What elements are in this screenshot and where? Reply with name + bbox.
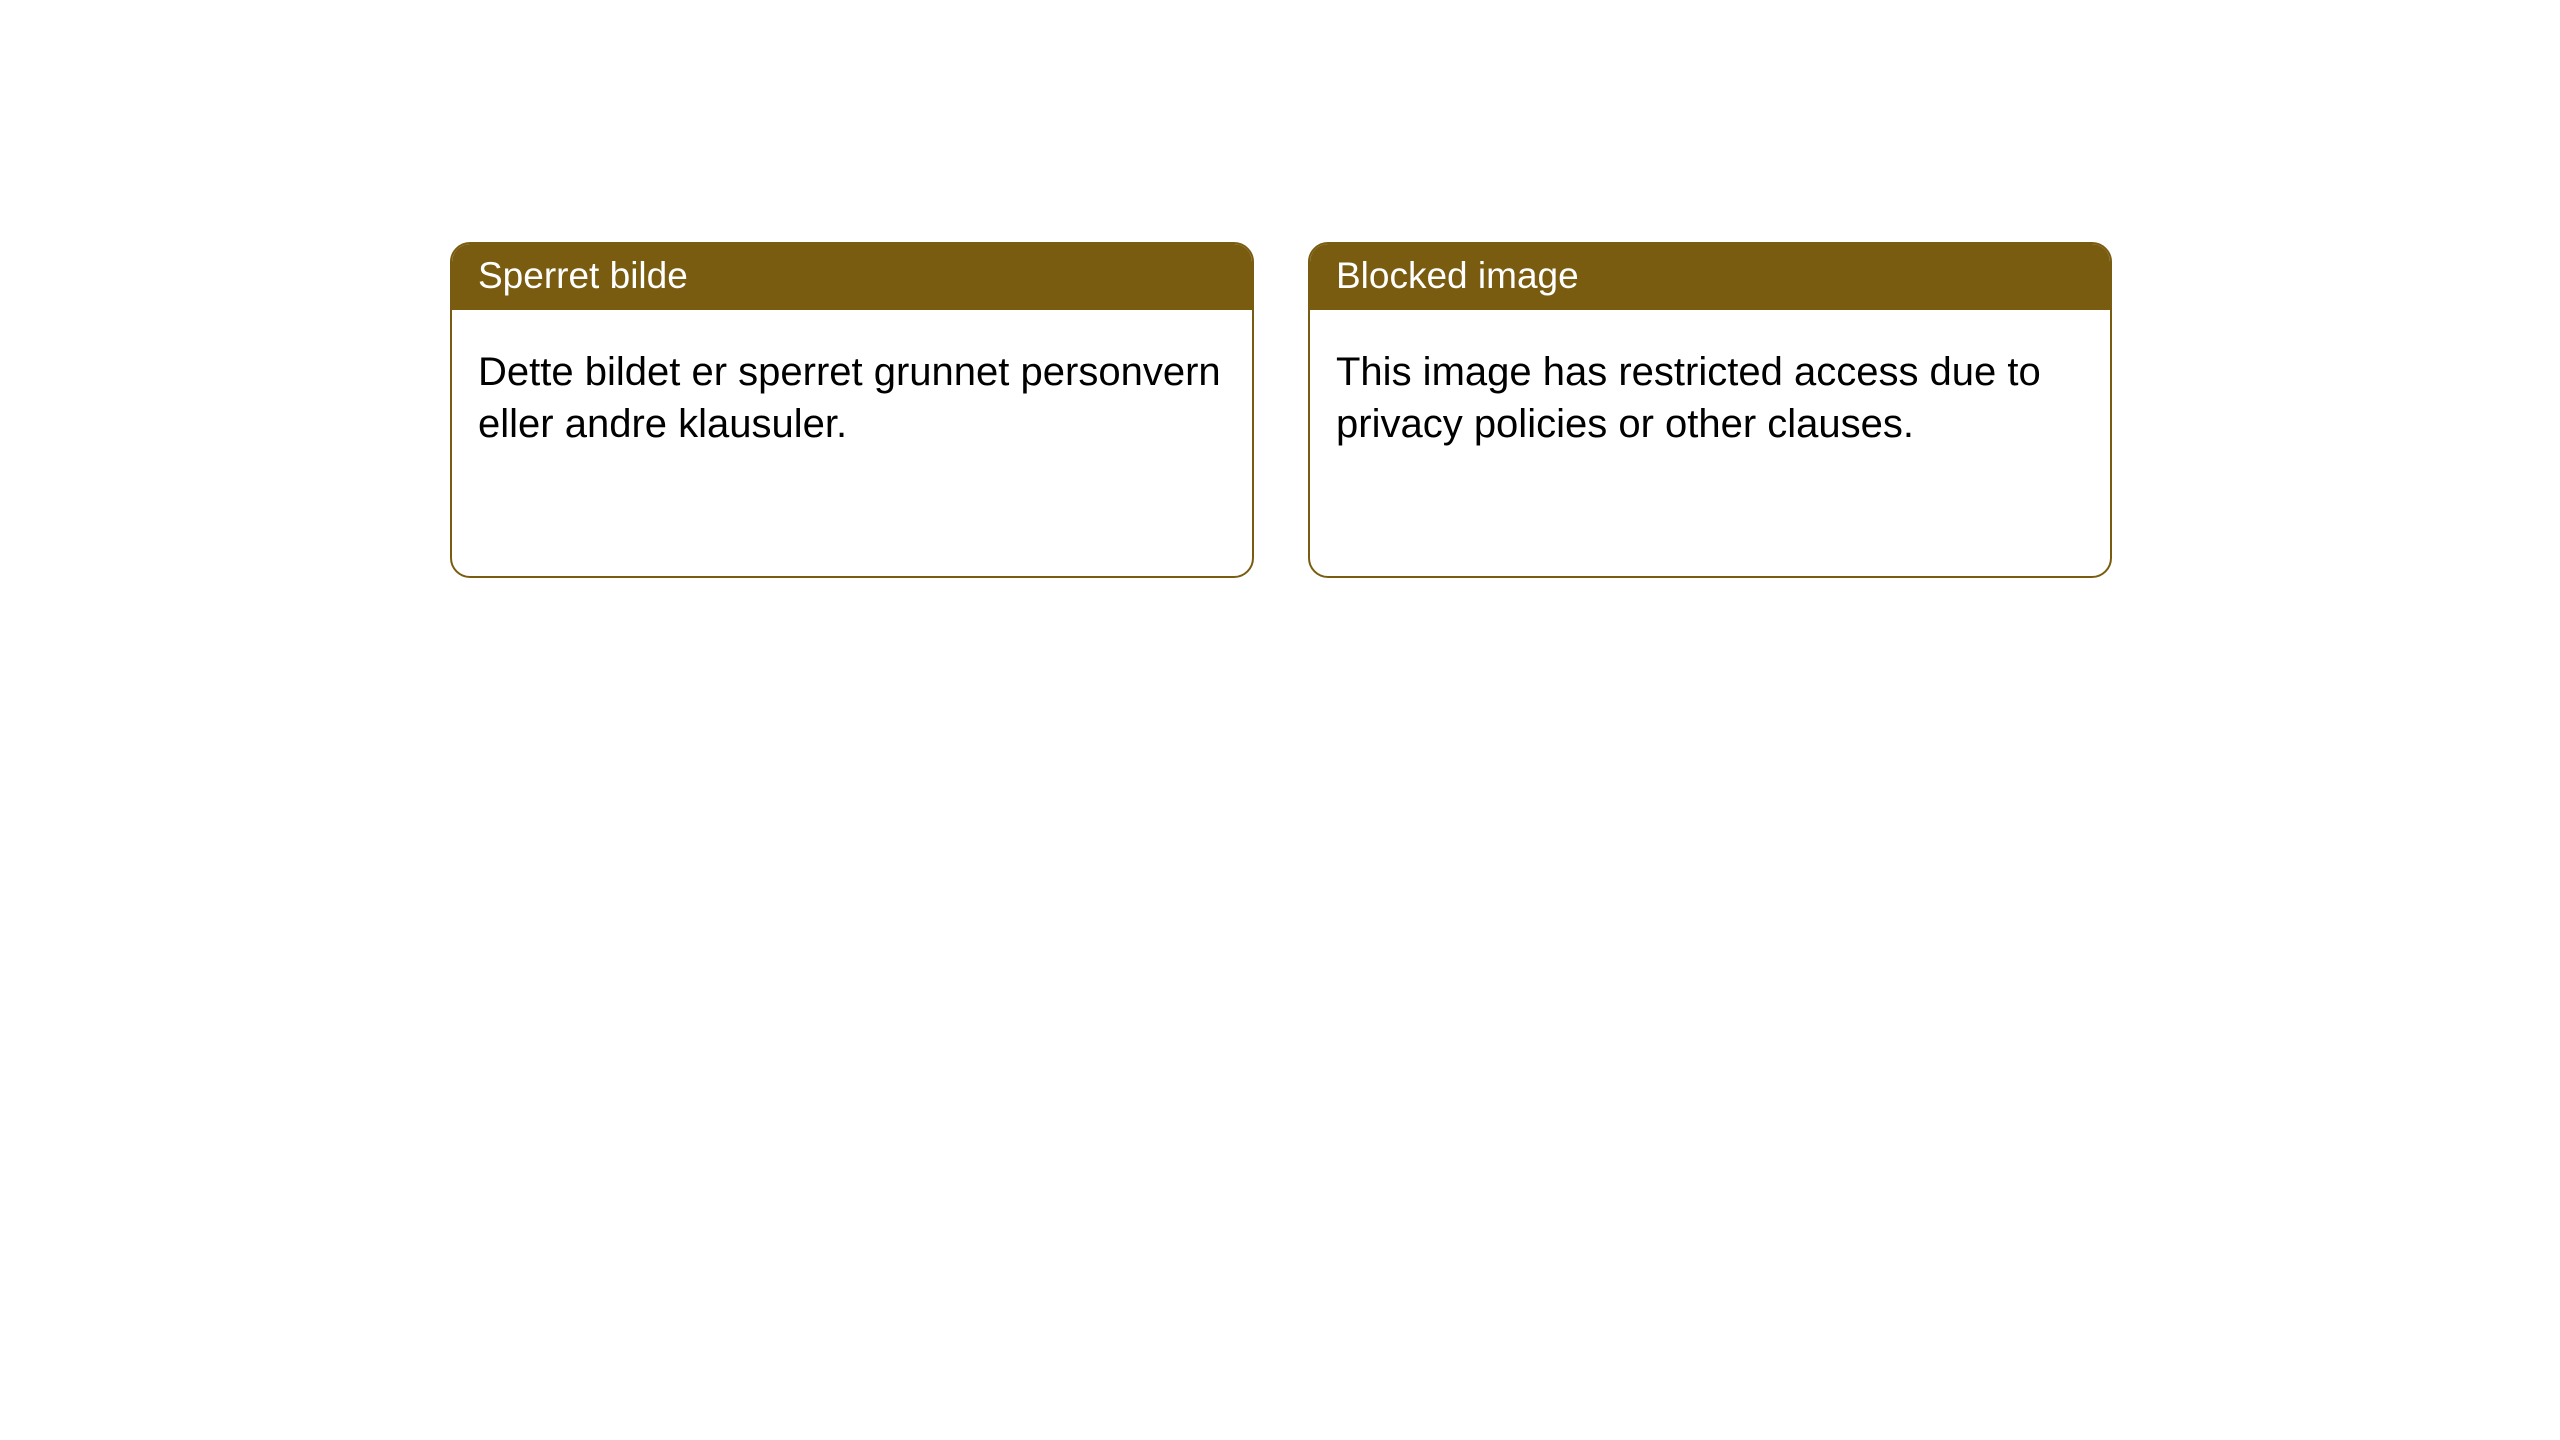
notice-header: Sperret bilde (452, 244, 1252, 310)
notice-body: This image has restricted access due to … (1310, 310, 2110, 476)
notice-card-english: Blocked image This image has restricted … (1308, 242, 2112, 578)
notice-container: Sperret bilde Dette bildet er sperret gr… (0, 0, 2560, 578)
notice-body: Dette bildet er sperret grunnet personve… (452, 310, 1252, 476)
notice-card-norwegian: Sperret bilde Dette bildet er sperret gr… (450, 242, 1254, 578)
notice-header: Blocked image (1310, 244, 2110, 310)
